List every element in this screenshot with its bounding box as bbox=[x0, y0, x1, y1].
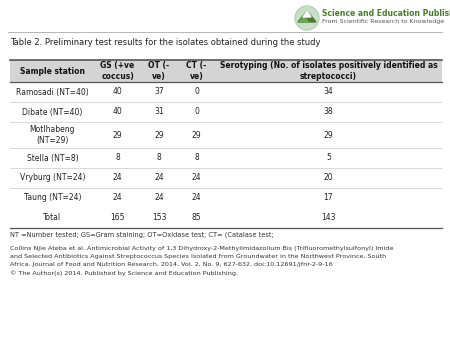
Text: Africa. Journal of Food and Nutrition Research, 2014, Vol. 2, No. 9, 627-632. do: Africa. Journal of Food and Nutrition Re… bbox=[10, 262, 333, 267]
Circle shape bbox=[295, 6, 319, 30]
Text: OT (-
ve): OT (- ve) bbox=[148, 61, 170, 81]
Text: 17: 17 bbox=[324, 193, 333, 202]
Polygon shape bbox=[299, 16, 308, 22]
Text: GS (+ve
coccus): GS (+ve coccus) bbox=[100, 61, 135, 81]
Text: CT (-
ve): CT (- ve) bbox=[186, 61, 207, 81]
Text: 5: 5 bbox=[326, 153, 331, 163]
Text: Serotyping (No. of isolates positively identified as
streptococci): Serotyping (No. of isolates positively i… bbox=[220, 61, 437, 81]
Text: 8: 8 bbox=[115, 153, 120, 163]
Text: 24: 24 bbox=[154, 193, 164, 202]
Text: 165: 165 bbox=[110, 214, 125, 222]
Text: 34: 34 bbox=[324, 88, 333, 97]
Text: 24: 24 bbox=[112, 173, 122, 183]
Text: 8: 8 bbox=[157, 153, 162, 163]
Polygon shape bbox=[303, 11, 311, 17]
Text: 24: 24 bbox=[192, 173, 201, 183]
Text: 143: 143 bbox=[321, 214, 336, 222]
Text: 37: 37 bbox=[154, 88, 164, 97]
Text: 0: 0 bbox=[194, 88, 199, 97]
Text: 24: 24 bbox=[154, 173, 164, 183]
Text: Vryburg (NT=24): Vryburg (NT=24) bbox=[20, 173, 85, 183]
Text: 20: 20 bbox=[324, 173, 333, 183]
Text: Table 2. Preliminary test results for the isolates obtained during the study: Table 2. Preliminary test results for th… bbox=[10, 38, 320, 47]
Text: 40: 40 bbox=[112, 88, 122, 97]
Text: 0: 0 bbox=[194, 107, 199, 117]
Text: Taung (NT=24): Taung (NT=24) bbox=[24, 193, 81, 202]
Text: Sample station: Sample station bbox=[20, 67, 85, 75]
Text: Stella (NT=8): Stella (NT=8) bbox=[27, 153, 78, 163]
Text: 38: 38 bbox=[324, 107, 333, 117]
Text: From Scientific Research to Knowledge: From Scientific Research to Knowledge bbox=[322, 20, 444, 24]
Text: 153: 153 bbox=[152, 214, 166, 222]
Text: 29: 29 bbox=[112, 130, 122, 140]
Text: Science and Education Publishing: Science and Education Publishing bbox=[322, 8, 450, 18]
Text: 29: 29 bbox=[154, 130, 164, 140]
Text: and Selected Antibiotics Against Streptococcus Species Isolated from Groundwater: and Selected Antibiotics Against Strepto… bbox=[10, 254, 386, 259]
Text: 40: 40 bbox=[112, 107, 122, 117]
Text: NT =Number tested; GS=Gram staining; OT=Oxidase test; CT= (Catalase test;: NT =Number tested; GS=Gram staining; OT=… bbox=[10, 231, 274, 238]
Text: 24: 24 bbox=[112, 193, 122, 202]
Text: 24: 24 bbox=[192, 193, 201, 202]
Text: 85: 85 bbox=[192, 214, 201, 222]
Text: 31: 31 bbox=[154, 107, 164, 117]
Polygon shape bbox=[298, 11, 316, 22]
Text: Collins Njie Ateba et al. Antimicrobial Activity of 1,3 Dihydroxy-2-Methylimidaz: Collins Njie Ateba et al. Antimicrobial … bbox=[10, 246, 393, 251]
Text: © The Author(s) 2014. Published by Science and Education Publishing.: © The Author(s) 2014. Published by Scien… bbox=[10, 270, 238, 276]
Bar bbox=[10, 60, 442, 82]
Text: Dibate (NT=40): Dibate (NT=40) bbox=[22, 107, 83, 117]
Text: Total: Total bbox=[44, 214, 62, 222]
Text: 29: 29 bbox=[192, 130, 201, 140]
Text: 29: 29 bbox=[324, 130, 333, 140]
Text: Ramosadi (NT=40): Ramosadi (NT=40) bbox=[16, 88, 89, 97]
Text: 8: 8 bbox=[194, 153, 199, 163]
Text: Motlhabeng
(NT=29): Motlhabeng (NT=29) bbox=[30, 125, 75, 145]
